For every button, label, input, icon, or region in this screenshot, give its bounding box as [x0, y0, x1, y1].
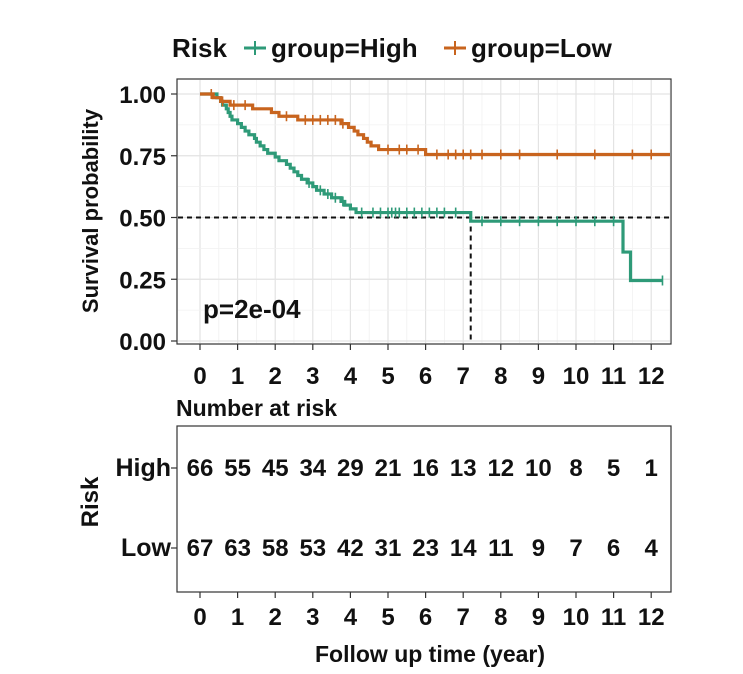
risk-x-axis-ticks: 0 1 2 3 4 5 6 7 8 9 10 11 12: [193, 592, 665, 631]
x-tick-label: 2: [269, 604, 282, 631]
x-tick-label: 6: [419, 604, 432, 631]
risk-table-cells: 66 55 45 34 29 21 16 13 12 10 8 5 167 63 58 53 42 31 23 14 1…: [171, 455, 659, 562]
y-tick-label: 0.00: [119, 329, 166, 356]
risk-count-low: 67: [187, 535, 214, 562]
x-tick-label: 5: [381, 604, 394, 631]
x-tick-label: 9: [532, 604, 545, 631]
x-tick-label: 4: [344, 363, 358, 390]
legend-title: Risk: [172, 33, 227, 63]
risk-count-low: 58: [262, 535, 289, 562]
survival-curve-low: [200, 92, 670, 157]
x-tick-label: 11: [601, 363, 626, 390]
survival-curve-high: [200, 92, 663, 283]
x-tick-label: 3: [306, 363, 319, 390]
risk-count-high: 34: [299, 455, 326, 482]
risk-count-high: 10: [525, 455, 552, 482]
legend-entry-low: group=Low: [471, 33, 613, 63]
risk-count-high: 1: [645, 455, 658, 482]
risk-count-low: 4: [645, 535, 659, 562]
median-lines: [178, 216, 670, 343]
x-tick-label: 8: [494, 604, 507, 631]
risk-count-high: 66: [187, 455, 214, 482]
risk-count-high: 21: [375, 455, 402, 482]
risk-count-low: 31: [375, 535, 402, 562]
risk-table-title: Number at risk: [176, 395, 337, 421]
risk-count-low: 9: [532, 535, 545, 562]
x-tick-label: 3: [306, 604, 319, 631]
risk-count-low: 23: [412, 535, 439, 562]
x-tick-label: 1: [231, 604, 244, 631]
x-tick-label: 12: [638, 363, 665, 390]
risk-count-low: 11: [488, 535, 513, 562]
legend-entry-high: group=High: [271, 33, 418, 63]
risk-count-high: 55: [224, 455, 251, 482]
x-tick-label: 9: [532, 363, 545, 390]
x-tick-label: 11: [601, 604, 626, 631]
risk-count-low: 6: [607, 535, 620, 562]
x-tick-label: 7: [457, 363, 470, 390]
risk-count-high: 13: [450, 455, 477, 482]
risk-table-panel: [176, 425, 672, 593]
risk-count-high: 45: [262, 455, 289, 482]
x-tick-label: 2: [269, 363, 282, 390]
risk-table-x-label: Follow up time (year): [315, 641, 545, 667]
x-axis-ticks: 0 1 2 3 4 5 6 7 8 9 10 11 12: [193, 344, 665, 390]
y-tick-label: 1.00: [119, 82, 166, 109]
risk-count-low: 7: [569, 535, 582, 562]
survival-curves: [200, 89, 670, 286]
x-tick-label: 6: [419, 363, 432, 390]
x-tick-label: 5: [381, 363, 394, 390]
risk-count-high: 12: [487, 455, 514, 482]
x-tick-label: 7: [457, 604, 470, 631]
y-tick-label: 0.75: [119, 144, 166, 171]
p-value-annotation: p=2e-04: [203, 294, 301, 324]
x-tick-label: 10: [563, 363, 590, 390]
risk-count-high: 29: [337, 455, 364, 482]
risk-row-label-high: High: [115, 454, 171, 482]
risk-count-low: 53: [299, 535, 326, 562]
risk-count-low: 14: [450, 535, 477, 562]
risk-table: Number at risk Risk High Low 66 55 45 34 29 2…: [77, 395, 672, 667]
y-axis-ticks: 0.00 0.25 0.50 0.75 1.00: [119, 82, 177, 356]
x-tick-label: 4: [344, 604, 358, 631]
risk-count-high: 8: [569, 455, 582, 482]
risk-count-high: 16: [412, 455, 439, 482]
risk-table-y-label: Risk: [77, 476, 104, 527]
risk-row-label-low: Low: [121, 534, 172, 562]
survival-plot: 0.000.250.500.751.00 0 1 2 3 4 5 6 7 8 9 10 11 12 Su…: [78, 78, 672, 390]
y-tick-label: 0.50: [119, 206, 166, 233]
risk-count-high: 5: [607, 455, 620, 482]
y-axis-label: Survival probability: [78, 108, 103, 313]
risk-count-low: 42: [337, 535, 364, 562]
x-tick-label: 10: [563, 604, 590, 631]
x-tick-label: 0: [193, 363, 206, 390]
y-tick-label: 0.25: [119, 267, 166, 294]
risk-count-low: 63: [224, 535, 251, 562]
x-tick-label: 8: [494, 363, 507, 390]
x-tick-label: 1: [231, 363, 244, 390]
legend: Risk group=High group=Low: [172, 33, 613, 63]
x-tick-label: 12: [638, 604, 665, 631]
x-tick-label: 0: [193, 604, 206, 631]
